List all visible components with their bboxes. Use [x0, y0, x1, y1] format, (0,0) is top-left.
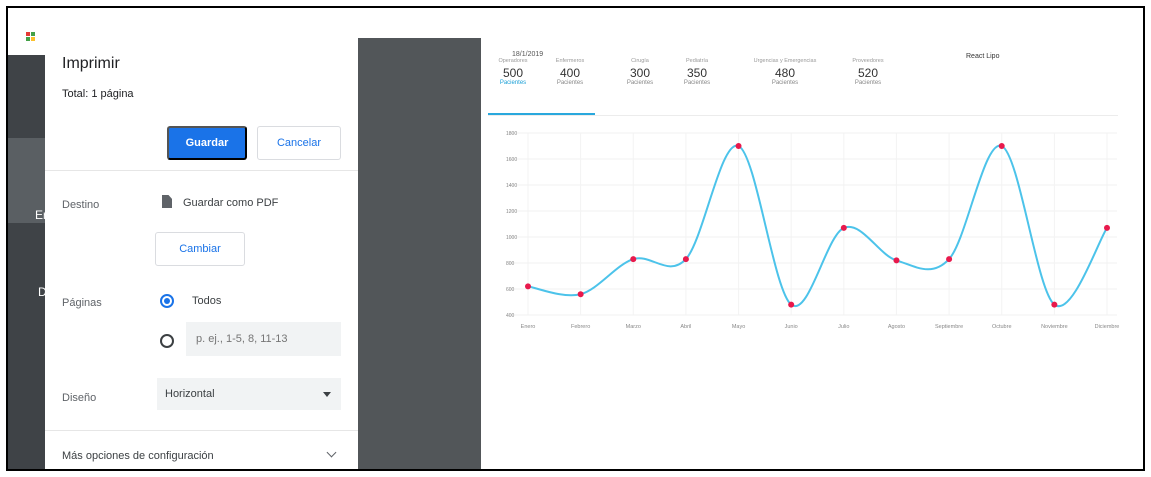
x-tick-label: Enero: [521, 324, 536, 330]
stat-value: 480: [774, 66, 796, 80]
stat-tab[interactable]: Pediatría 350 Pacientes: [673, 58, 721, 86]
x-tick-label: Mayo: [732, 324, 745, 330]
stat-unit: Pacientes: [854, 80, 882, 86]
stat-tab[interactable]: Enfermeros 400 Pacientes: [545, 58, 595, 86]
divider: [45, 170, 358, 171]
stat-value: 300: [629, 66, 651, 80]
x-tick-label: Noviembre: [1041, 324, 1068, 330]
layout-select-value: Horizontal: [165, 388, 215, 400]
cancel-button[interactable]: Cancelar: [257, 126, 341, 160]
active-tab-indicator: [488, 113, 595, 115]
data-point: [1051, 301, 1058, 308]
x-tick-label: Diciembre: [1095, 324, 1120, 330]
stat-unit: Pacientes: [499, 80, 527, 86]
stat-unit: Pacientes: [683, 80, 711, 86]
pages-all-radio[interactable]: [160, 294, 174, 308]
data-point: [682, 256, 689, 263]
y-tick-label: 600: [506, 287, 515, 293]
chevron-down-icon[interactable]: [326, 447, 337, 458]
stat-value: 500: [502, 66, 524, 80]
dropdown-caret-icon: [323, 392, 331, 397]
stat-value: 400: [559, 66, 581, 80]
preview-page: 18/1/2019 React Lipo Operadores 500 Paci…: [481, 38, 1143, 469]
app-sidebar-active-item[interactable]: [8, 138, 45, 223]
data-point: [630, 256, 637, 263]
app-sidebar: Er D: [8, 8, 47, 469]
x-tick-label: Octubre: [992, 324, 1012, 330]
stat-unit: Pacientes: [556, 80, 584, 86]
y-tick-label: 1000: [506, 235, 517, 241]
report-date: 18/1/2019: [512, 51, 544, 58]
y-tick-label: 1400: [506, 183, 517, 189]
divider: [45, 430, 358, 431]
more-settings-toggle[interactable]: Más opciones de configuración: [62, 450, 214, 462]
app-sidebar-label: D: [38, 285, 47, 299]
preview-gutter: [358, 38, 481, 469]
y-tick-label: 1600: [506, 157, 517, 163]
page-count: Total: 1 página: [62, 88, 134, 100]
series-line: [527, 144, 1108, 308]
data-point: [735, 143, 742, 149]
dialog-title: Imprimir: [62, 55, 120, 72]
x-tick-label: Julio: [838, 324, 849, 330]
data-point: [840, 224, 847, 231]
stat-label: Enfermeros: [555, 58, 585, 64]
destination-label: Destino: [62, 199, 100, 211]
y-tick-label: 1800: [506, 131, 517, 137]
x-tick-label: Abril: [680, 324, 691, 330]
app-sidebar-background: [8, 55, 45, 469]
pages-custom-input[interactable]: [186, 322, 341, 356]
stat-label: Cirugía: [631, 58, 649, 64]
divider: [488, 115, 1118, 116]
data-point: [577, 291, 584, 298]
x-tick-label: Marzo: [626, 324, 641, 330]
layout-label: Diseño: [62, 392, 97, 404]
stat-label: Urgencias y Emergencias: [753, 58, 817, 64]
data-point: [893, 257, 900, 264]
pages-custom-radio[interactable]: [160, 334, 174, 348]
y-tick-label: 1200: [506, 209, 517, 215]
x-tick-label: Septiembre: [935, 324, 963, 330]
stat-value: 350: [686, 66, 708, 80]
stat-tab[interactable]: Cirugía 300 Pacientes: [618, 58, 662, 86]
layout-select[interactable]: Horizontal: [157, 378, 341, 410]
y-tick-label: 800: [506, 261, 515, 267]
stat-unit: Pacientes: [771, 80, 799, 86]
stat-value: 520: [857, 66, 879, 80]
report-app-title: React Lipo: [966, 53, 1000, 60]
save-button[interactable]: Guardar: [167, 126, 247, 160]
stat-tab[interactable]: Operadores 500 Pacientes: [488, 58, 538, 86]
document-icon: [162, 195, 172, 208]
y-tick-label: 400: [506, 313, 515, 319]
data-point: [525, 283, 531, 290]
preview-top-strip: [358, 8, 481, 38]
app-logo-icon: [26, 32, 36, 44]
stat-label: Proveedores: [852, 58, 884, 64]
stat-tab[interactable]: Proveedores 520 Pacientes: [839, 58, 897, 86]
x-tick-label: Febrero: [571, 324, 590, 330]
data-point: [1104, 224, 1110, 231]
data-point: [946, 256, 953, 263]
print-settings-panel: Imprimir Total: 1 página Guardar Cancela…: [45, 8, 358, 469]
x-tick-label: Agosto: [888, 324, 905, 330]
pages-label: Páginas: [62, 297, 102, 309]
stat-label: Pediatría: [685, 58, 708, 64]
stat-unit: Pacientes: [626, 80, 654, 86]
x-tick-label: Junio: [785, 324, 798, 330]
pages-all-label: Todos: [192, 295, 222, 307]
app-sidebar-label: Er: [35, 208, 47, 222]
stat-tab[interactable]: Urgencias y Emergencias 480 Pacientes: [739, 58, 831, 86]
data-point: [998, 143, 1005, 149]
destination-value: Guardar como PDF: [183, 197, 279, 209]
stat-label: Operadores: [498, 58, 528, 64]
data-point: [788, 301, 795, 308]
patients-line-chart: 1800 1600 1400 1200 1000 800 600 400 Enero Febrer…: [506, 131, 1120, 330]
screenshot-frame: Er D Imprimir Total: 1 página Guardar Ca…: [6, 6, 1145, 471]
change-destination-button[interactable]: Cambiar: [155, 232, 245, 266]
